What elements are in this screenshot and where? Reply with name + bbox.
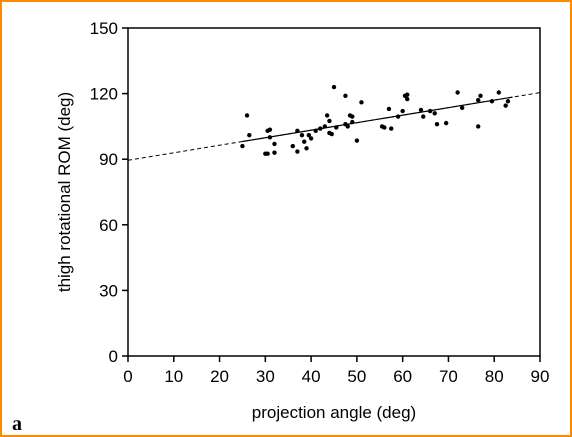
data-point <box>505 99 511 104</box>
data-point <box>290 143 295 149</box>
data-point <box>350 114 355 119</box>
data-point <box>267 127 273 132</box>
data-point <box>247 132 252 138</box>
data-point <box>299 132 305 138</box>
data-point <box>331 84 337 90</box>
data-point <box>334 125 339 130</box>
data-point <box>418 107 424 113</box>
x-tick-label: 20 <box>210 367 229 386</box>
data-point <box>382 125 387 130</box>
data-point <box>343 93 348 98</box>
data-point <box>295 128 300 133</box>
y-tick-label: 150 <box>90 19 118 38</box>
data-point <box>354 138 360 143</box>
data-point <box>489 99 495 104</box>
y-axis-ticks: 0 30 60 90 120 150 <box>90 19 128 366</box>
y-tick-label: 120 <box>90 85 118 104</box>
y-axis-label: thigh rotational ROM (deg) <box>55 92 74 292</box>
data-point <box>503 103 508 108</box>
data-point <box>324 113 330 118</box>
plot-area-border <box>127 27 541 357</box>
panel-label: a <box>12 413 22 435</box>
data-point <box>308 136 314 141</box>
data-point <box>295 149 300 154</box>
x-tick-label: 30 <box>256 367 275 386</box>
data-point <box>306 132 312 138</box>
data-point <box>313 128 318 133</box>
y-tick-label: 60 <box>99 216 118 235</box>
x-tick-label: 70 <box>439 367 458 386</box>
data-point <box>478 93 483 98</box>
x-tick-label: 80 <box>485 367 504 386</box>
x-tick-label: 60 <box>393 367 412 386</box>
data-point <box>400 108 405 114</box>
data-point <box>432 111 437 116</box>
data-point <box>455 90 460 95</box>
x-tick-label: 40 <box>302 367 321 386</box>
data-point <box>350 119 355 125</box>
data-point <box>304 146 309 151</box>
data-point <box>240 143 245 149</box>
regression-line-fitted <box>242 96 513 143</box>
data-point <box>272 141 277 147</box>
data-point <box>434 122 440 127</box>
plot-axes <box>127 27 541 357</box>
data-point <box>345 124 350 129</box>
data-point <box>395 114 401 119</box>
data-point <box>272 150 277 155</box>
y-tick-label: 30 <box>99 281 118 300</box>
data-point <box>405 92 410 97</box>
data-point <box>476 124 481 129</box>
x-tick-label: 90 <box>531 367 550 386</box>
data-point <box>476 97 481 103</box>
y-tick-label: 90 <box>99 150 118 169</box>
data-point <box>267 135 273 140</box>
data-point <box>421 114 426 119</box>
regression-line <box>127 92 541 161</box>
x-tick-label: 10 <box>164 367 183 386</box>
x-axis-ticks: 0 10 20 30 40 50 60 70 80 90 <box>123 356 549 386</box>
data-point <box>496 90 501 95</box>
data-point <box>405 96 410 102</box>
data-point <box>459 105 465 111</box>
data-point <box>318 126 323 131</box>
data-points <box>240 84 511 156</box>
y-tick-label: 0 <box>109 347 118 366</box>
data-point <box>329 131 334 137</box>
data-point <box>322 124 328 129</box>
x-tick-label: 50 <box>347 367 366 386</box>
data-point <box>265 151 270 156</box>
data-point <box>244 113 250 118</box>
data-point <box>359 100 364 105</box>
data-point <box>386 106 392 112</box>
data-point <box>389 126 394 131</box>
data-point <box>443 120 449 126</box>
data-point <box>302 139 307 144</box>
data-point <box>327 118 332 124</box>
x-axis-label: projection angle (deg) <box>252 403 416 422</box>
x-tick-label: 0 <box>123 367 132 386</box>
data-point <box>427 108 433 114</box>
